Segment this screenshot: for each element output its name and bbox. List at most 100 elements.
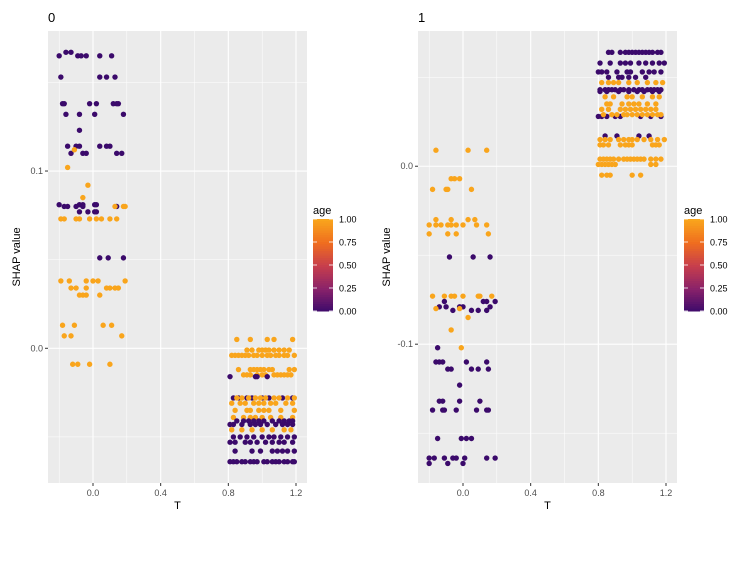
data-point bbox=[441, 455, 448, 461]
data-point bbox=[649, 60, 656, 66]
data-point bbox=[658, 111, 664, 118]
data-point bbox=[485, 366, 492, 372]
data-point bbox=[485, 231, 492, 237]
data-point bbox=[234, 395, 240, 401]
data-point bbox=[64, 143, 71, 149]
data-point bbox=[257, 421, 264, 428]
data-point bbox=[97, 143, 103, 149]
legend-gradient-step bbox=[684, 223, 704, 227]
data-point bbox=[113, 216, 120, 222]
data-point bbox=[617, 49, 624, 56]
data-point bbox=[599, 106, 605, 112]
data-point bbox=[644, 101, 651, 107]
data-point bbox=[235, 366, 242, 373]
data-point bbox=[605, 74, 612, 80]
legend-gradient-step bbox=[313, 223, 333, 227]
data-point bbox=[249, 427, 255, 433]
data-point bbox=[56, 53, 62, 59]
data-point bbox=[450, 307, 456, 314]
data-point bbox=[461, 455, 468, 461]
data-point bbox=[629, 94, 635, 100]
data-point bbox=[122, 203, 128, 210]
data-point bbox=[93, 209, 100, 215]
data-point bbox=[634, 88, 640, 95]
data-point bbox=[483, 359, 490, 365]
legend-gradient-step bbox=[313, 274, 333, 277]
data-point bbox=[291, 434, 298, 440]
data-point bbox=[276, 418, 282, 424]
data-point bbox=[602, 94, 608, 100]
data-point bbox=[266, 434, 272, 440]
data-point bbox=[477, 293, 483, 299]
data-point bbox=[624, 94, 630, 100]
data-point bbox=[600, 142, 607, 148]
legend-gradient-step bbox=[684, 246, 704, 250]
x-axis-title: T bbox=[544, 500, 551, 512]
data-point bbox=[621, 136, 627, 143]
data-point bbox=[269, 427, 276, 433]
data-point bbox=[97, 74, 103, 80]
legend-gradient-step bbox=[684, 262, 704, 266]
data-point bbox=[269, 418, 276, 424]
data-point bbox=[634, 79, 640, 86]
data-point bbox=[463, 435, 470, 442]
data-point bbox=[289, 439, 296, 445]
data-point bbox=[281, 439, 287, 445]
data-point bbox=[610, 156, 617, 162]
data-point bbox=[269, 448, 276, 454]
data-point bbox=[619, 74, 625, 80]
data-point bbox=[605, 79, 612, 86]
data-point bbox=[256, 407, 262, 414]
legend-gradient-step bbox=[684, 265, 704, 268]
data-point bbox=[68, 150, 74, 157]
data-point bbox=[230, 421, 237, 428]
data-point bbox=[112, 74, 118, 80]
data-point bbox=[604, 69, 610, 75]
data-point bbox=[629, 142, 635, 148]
data-point bbox=[245, 395, 252, 401]
data-point bbox=[264, 421, 270, 428]
legend-gradient-step bbox=[684, 297, 704, 300]
data-point bbox=[107, 143, 113, 149]
data-point bbox=[439, 359, 446, 365]
plot-background bbox=[48, 31, 307, 483]
data-point bbox=[632, 106, 639, 112]
data-point bbox=[230, 434, 237, 440]
data-point bbox=[105, 255, 111, 261]
legend-tick-label: 0.50 bbox=[339, 261, 357, 271]
data-point bbox=[284, 421, 291, 428]
legend-gradient-step bbox=[684, 288, 704, 291]
data-point bbox=[609, 49, 615, 56]
legend-tick-label: 0.50 bbox=[710, 261, 728, 271]
data-point bbox=[252, 395, 259, 401]
data-point bbox=[610, 94, 617, 100]
data-point bbox=[649, 111, 656, 118]
data-point bbox=[604, 88, 610, 95]
legend-gradient-step bbox=[684, 271, 704, 275]
legend-gradient-step bbox=[313, 232, 333, 236]
data-point bbox=[648, 106, 654, 112]
data-point bbox=[641, 88, 647, 95]
legend-gradient-step bbox=[313, 297, 333, 300]
data-point bbox=[492, 455, 498, 461]
data-point bbox=[456, 176, 463, 182]
data-point bbox=[465, 314, 471, 321]
data-point bbox=[453, 231, 459, 237]
legend-gradient-step bbox=[684, 253, 704, 257]
data-point bbox=[622, 106, 629, 112]
data-point bbox=[76, 127, 83, 133]
data-point bbox=[634, 111, 640, 118]
data-point bbox=[262, 439, 269, 445]
data-point bbox=[434, 435, 441, 442]
legend-gradient-step bbox=[684, 225, 704, 229]
data-point bbox=[617, 142, 624, 148]
data-point bbox=[234, 336, 240, 343]
data-point bbox=[61, 333, 67, 339]
data-point bbox=[61, 100, 67, 107]
data-point bbox=[429, 407, 436, 413]
data-point bbox=[85, 209, 91, 215]
data-point bbox=[239, 395, 245, 401]
data-point bbox=[97, 255, 103, 261]
data-point bbox=[58, 74, 64, 80]
data-point bbox=[634, 136, 640, 143]
